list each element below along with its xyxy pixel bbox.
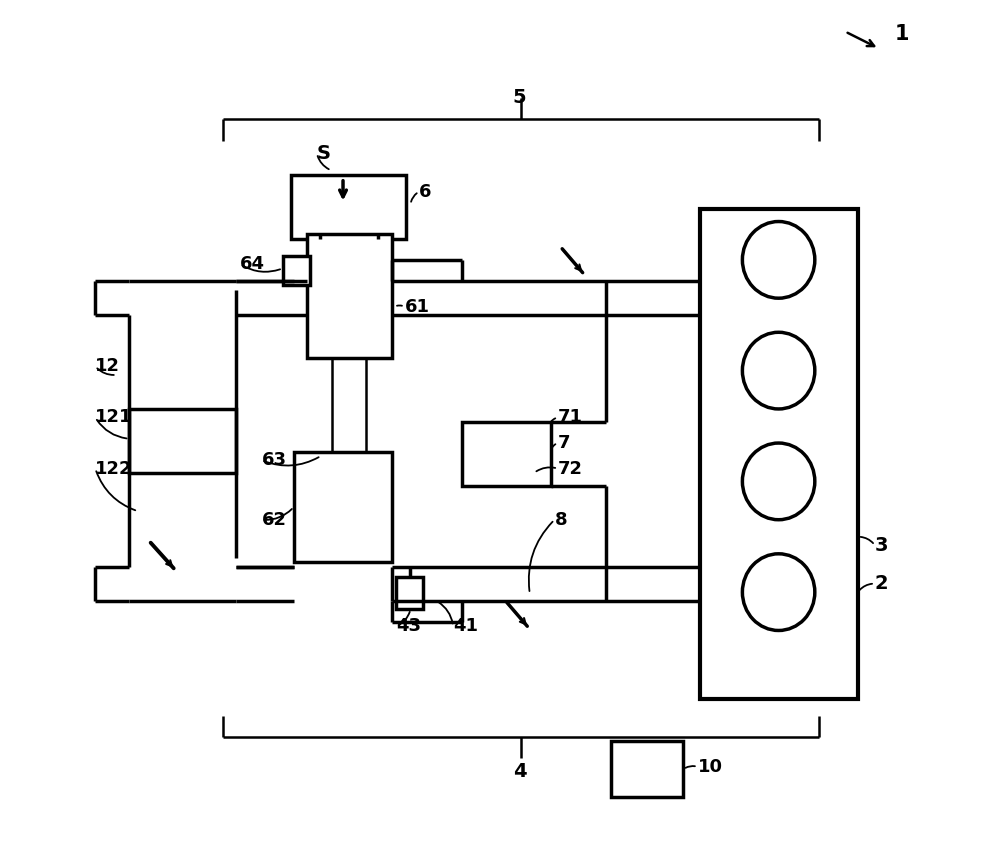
- Text: 3: 3: [875, 536, 888, 555]
- Bar: [396, 577, 423, 609]
- Text: 1: 1: [894, 24, 909, 44]
- Text: 12: 12: [95, 357, 120, 376]
- Text: 7: 7: [558, 434, 570, 452]
- Ellipse shape: [742, 332, 815, 409]
- Text: 71: 71: [558, 408, 583, 427]
- Bar: [462, 422, 551, 486]
- Text: 4: 4: [513, 762, 526, 780]
- Bar: [307, 234, 392, 358]
- Bar: [283, 256, 310, 285]
- Ellipse shape: [742, 443, 815, 520]
- Bar: [294, 452, 392, 562]
- Text: 6: 6: [419, 182, 432, 201]
- Text: 72: 72: [558, 459, 583, 478]
- Text: 64: 64: [240, 255, 265, 273]
- Bar: [700, 209, 858, 699]
- Text: 43: 43: [396, 617, 421, 636]
- Bar: [129, 409, 236, 473]
- Text: 122: 122: [95, 459, 133, 478]
- Text: S: S: [317, 144, 331, 163]
- Text: 62: 62: [261, 510, 286, 529]
- Text: 5: 5: [513, 89, 526, 107]
- Bar: [291, 175, 406, 239]
- Text: 63: 63: [261, 451, 286, 469]
- Text: 121: 121: [95, 408, 133, 427]
- Ellipse shape: [742, 554, 815, 630]
- Text: 8: 8: [555, 510, 567, 529]
- Text: 41: 41: [453, 617, 478, 636]
- Text: 2: 2: [875, 574, 889, 593]
- Ellipse shape: [742, 222, 815, 298]
- Bar: [611, 741, 683, 797]
- Text: 61: 61: [405, 297, 430, 316]
- Text: 10: 10: [698, 757, 723, 776]
